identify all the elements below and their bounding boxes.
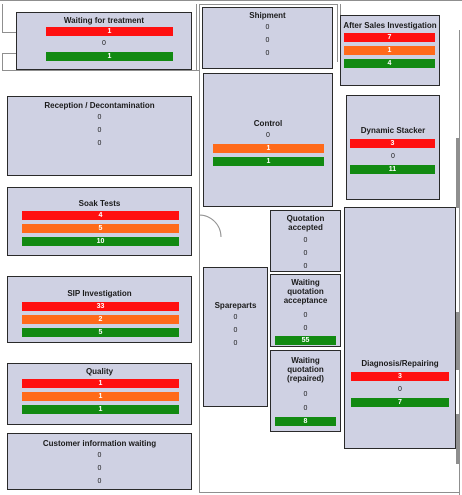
count-neutral: 0 (391, 153, 395, 160)
count-orange: 5 (22, 224, 179, 233)
zone-title: Quality (85, 367, 114, 376)
count-red: 3 (351, 372, 449, 381)
count-1: 0 (303, 312, 308, 319)
count-green: 55 (275, 336, 336, 345)
count-1: 0 (303, 391, 308, 398)
count-1: 0 (97, 114, 102, 121)
count-2: 0 (303, 250, 308, 257)
count-2: 0 (303, 405, 308, 412)
floor-outline-top (0, 0, 462, 1)
zone-title-line-1: Waiting (291, 356, 320, 365)
zone-waiting-quotation-repaired[interactable]: Waiting quotation (repaired) 0 0 8 (270, 350, 341, 432)
count-green: 1 (213, 157, 324, 166)
wall-top (199, 4, 337, 5)
zone-control[interactable]: Control 0 1 1 (203, 73, 333, 207)
zone-quotation-accepted[interactable]: Quotation accepted 0 0 0 (270, 210, 341, 272)
zone-sip-investigation[interactable]: SIP Investigation 33 2 5 (7, 276, 192, 343)
count-green: 4 (344, 59, 435, 68)
count-2: 0 (233, 327, 238, 334)
count-1: 0 (97, 452, 102, 459)
count-neutral: 0 (398, 386, 402, 393)
wall-right-thick-3 (456, 414, 459, 464)
zone-title: Spareparts (214, 301, 257, 310)
wall-left-upper (2, 4, 3, 32)
count-2: 0 (97, 127, 102, 134)
count-2: 0 (265, 37, 270, 44)
zone-title: Control (253, 119, 283, 128)
count-green: 11 (350, 165, 435, 174)
zone-title-line-1: Waiting (291, 278, 320, 287)
zone-quality[interactable]: Quality 1 1 1 (7, 363, 192, 425)
count-1: 0 (233, 314, 238, 321)
zone-title-line-2: quotation (287, 365, 324, 374)
count-green: 5 (22, 328, 179, 337)
zone-title: SIP Investigation (67, 289, 132, 298)
zone-title: Shipment (249, 11, 286, 20)
count-3: 0 (233, 340, 238, 347)
count-neutral: 0 (102, 40, 106, 47)
count-orange: 1 (22, 392, 179, 401)
count-orange: 1 (344, 46, 435, 55)
wall-top-corridor (2, 70, 199, 71)
zone-waiting-quotation-acceptance[interactable]: Waiting quotation acceptance 0 0 55 (270, 274, 341, 347)
count-3: 0 (97, 140, 102, 147)
zone-title: Soak Tests (78, 199, 121, 208)
zone-diagnosis-repairing[interactable]: Diagnosis/Repairing 3 0 7 (344, 207, 456, 449)
count-3: 0 (97, 478, 102, 485)
zone-spareparts[interactable]: Spareparts 0 0 0 (203, 267, 268, 407)
count-green: 7 (351, 398, 449, 407)
zone-title: Dynamic Stacker (360, 126, 426, 135)
zone-reception-decontamination[interactable]: Reception / Decontamination 0 0 0 (7, 96, 192, 176)
zone-title: Diagnosis/Repairing (361, 359, 439, 368)
wall-left-lower (2, 54, 3, 70)
zone-title: After Sales Investigation (343, 21, 437, 30)
wall-right (459, 30, 460, 495)
wall-right-thick-2 (456, 312, 459, 370)
wall-vertical-mid (337, 4, 338, 62)
zone-title: Customer information waiting (42, 439, 157, 448)
wall-left-entry-bottom (2, 53, 16, 54)
zone-title-line-3: acceptance (283, 296, 328, 305)
count-green: 1 (46, 52, 173, 61)
wall-vertical-left-inner (196, 4, 197, 70)
count-1: 0 (265, 24, 270, 31)
zone-customer-information-waiting[interactable]: Customer information waiting 0 0 0 (7, 433, 192, 490)
count-red: 33 (22, 302, 179, 311)
count-3: 0 (303, 263, 308, 270)
zone-title: Reception / Decontamination (44, 101, 155, 110)
count-orange: 1 (213, 144, 324, 153)
wall-vertical-left (199, 4, 200, 492)
zone-waiting-for-treatment[interactable]: Waiting for treatment 1 0 1 (16, 12, 192, 70)
count-1: 0 (303, 237, 308, 244)
count-green: 8 (275, 417, 336, 426)
count-2: 0 (97, 465, 102, 472)
count-green: 1 (22, 405, 179, 414)
count-neutral: 0 (266, 132, 270, 139)
wall-right-thick-1 (456, 138, 459, 208)
count-orange: 2 (22, 315, 179, 324)
door-arc (199, 214, 222, 238)
zone-title: Waiting for treatment (63, 16, 145, 25)
zone-shipment[interactable]: Shipment 0 0 0 (202, 7, 333, 69)
zone-title-line-2: quotation (287, 287, 324, 296)
zone-title-line-3: (repaired) (287, 374, 324, 383)
count-red: 3 (350, 139, 435, 148)
wall-left-entry-top (2, 32, 16, 33)
count-red: 4 (22, 211, 179, 220)
wall-bottom (199, 492, 460, 493)
count-red: 1 (22, 379, 179, 388)
count-red: 1 (46, 27, 173, 36)
count-green: 10 (22, 237, 179, 246)
zone-after-sales-investigation[interactable]: After Sales Investigation 7 1 4 (340, 15, 440, 86)
zone-soak-tests[interactable]: Soak Tests 4 5 10 (7, 187, 192, 256)
count-3: 0 (265, 50, 270, 57)
count-2: 0 (303, 325, 308, 332)
zone-dynamic-stacker[interactable]: Dynamic Stacker 3 0 11 (346, 95, 440, 200)
zone-title: Quotation accepted (286, 214, 325, 232)
count-red: 7 (344, 33, 435, 42)
